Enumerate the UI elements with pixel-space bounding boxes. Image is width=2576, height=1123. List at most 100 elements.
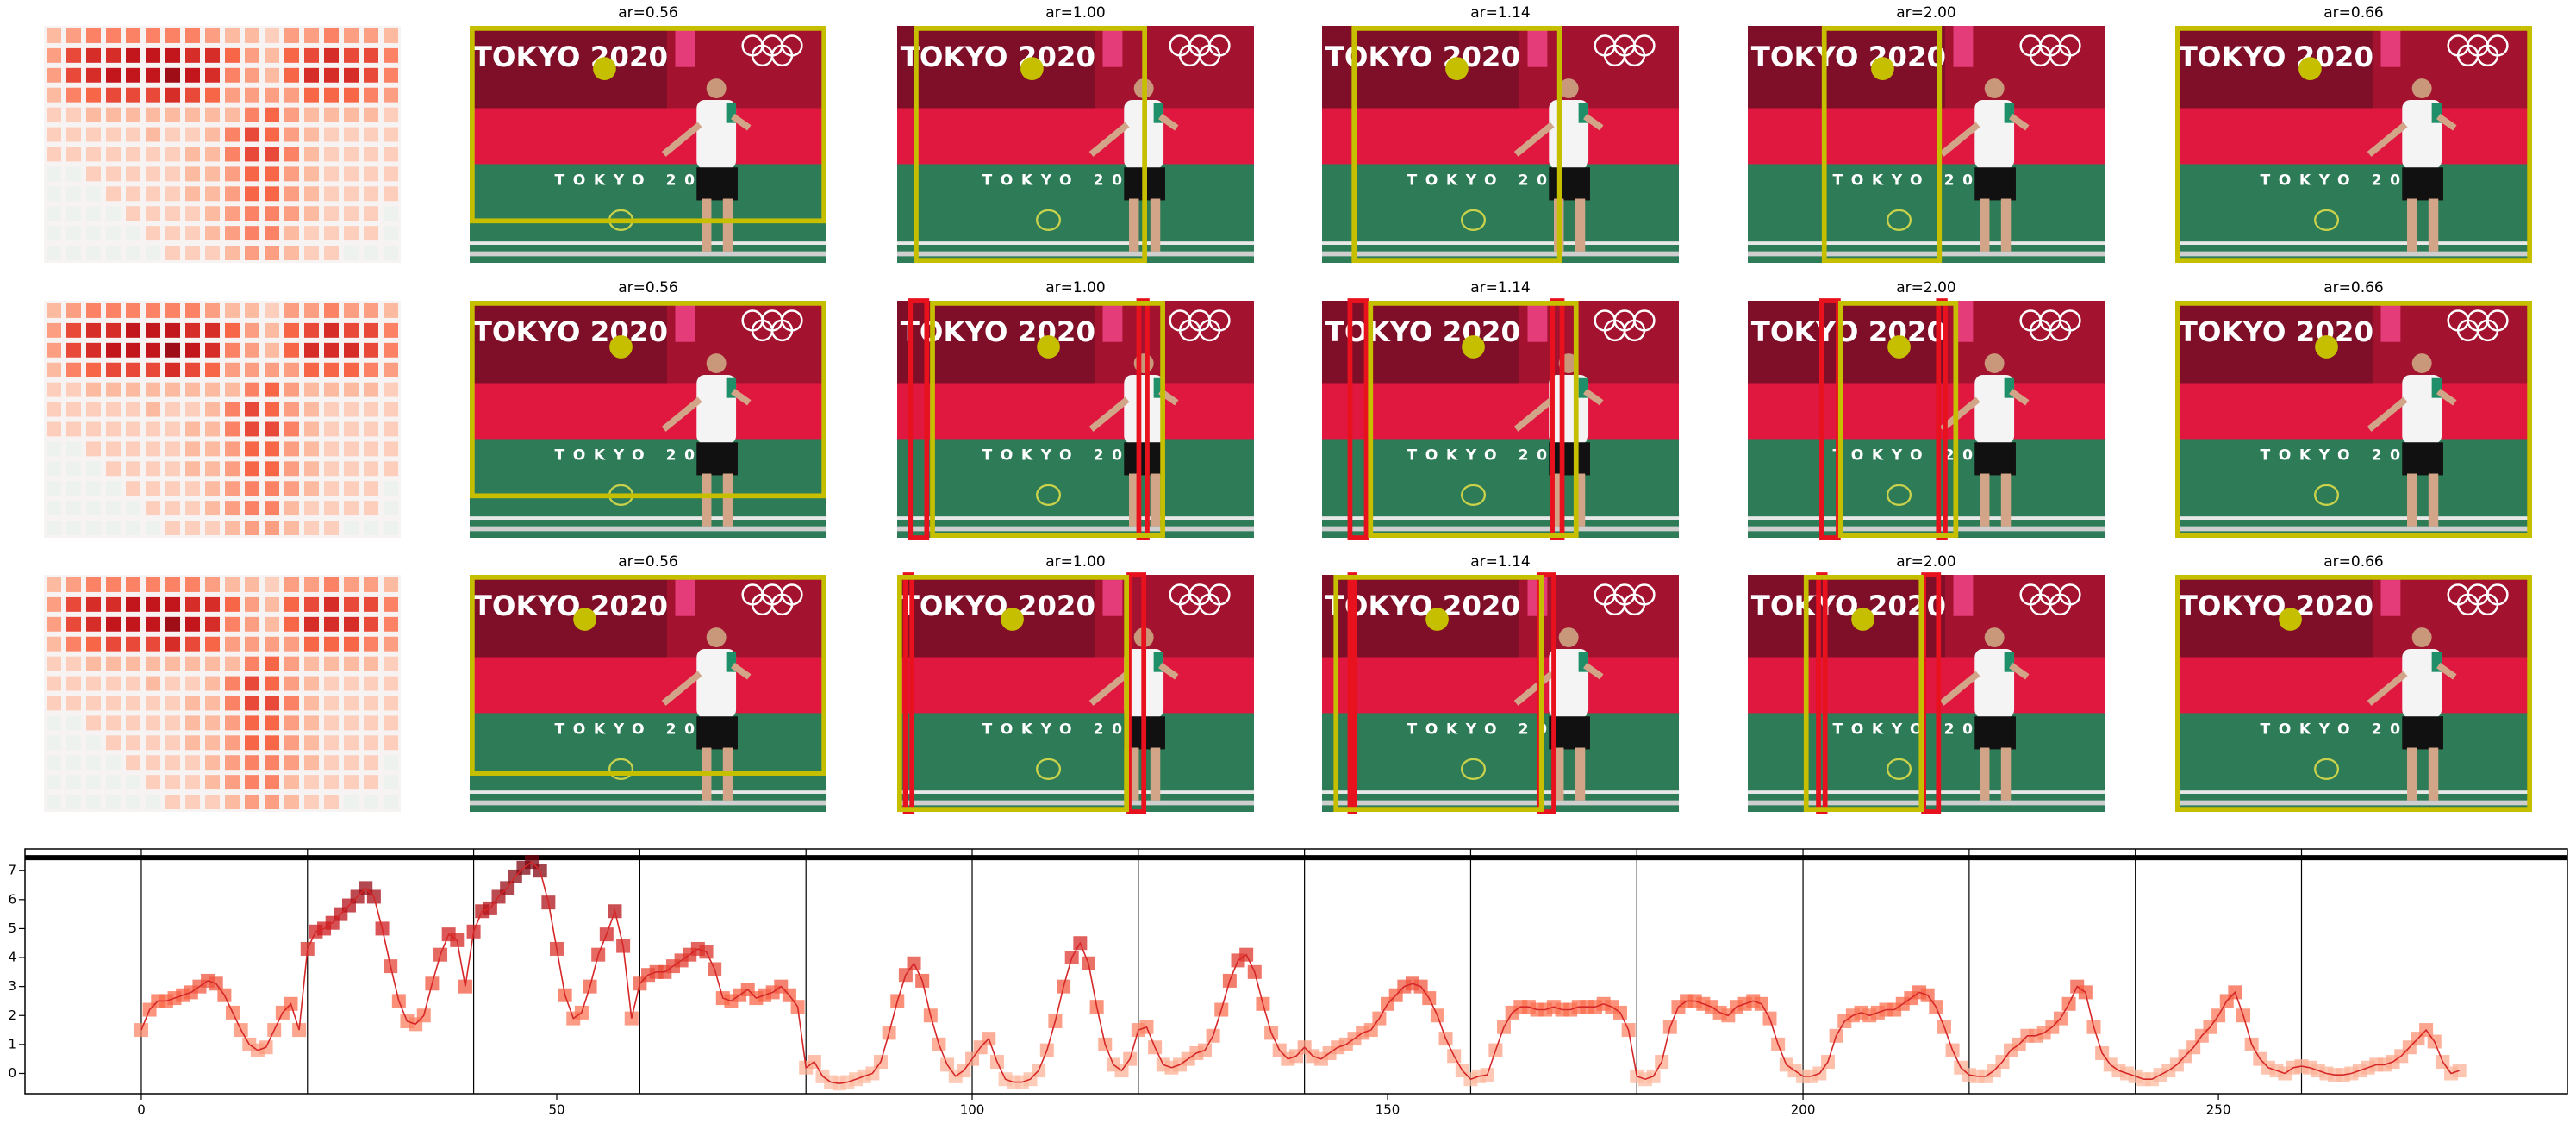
heatmap-cell (245, 342, 259, 358)
court-text: TOKYO 2020 (2261, 172, 2446, 190)
heatmap-cell (106, 303, 121, 318)
heatmap-cell (185, 596, 200, 612)
heatmap-cell (146, 147, 160, 162)
photo-wall-pink (1527, 26, 1548, 67)
heatmap-cell (47, 441, 61, 457)
heatmap-cell (106, 67, 121, 83)
heatmap-cell (86, 47, 101, 63)
heatmap-cell (284, 382, 299, 397)
heatmap-cell (225, 481, 240, 496)
heatmap-cell (384, 501, 398, 516)
yellow-box (1333, 575, 1544, 813)
heatmap-cell (324, 775, 339, 790)
player-shorts (696, 167, 738, 201)
heatmap-cell (245, 775, 259, 790)
heatmap-cell (66, 696, 81, 711)
heatmap-cell (384, 67, 398, 83)
heatmap-cell (66, 342, 81, 358)
heatmap-cell (165, 382, 180, 397)
player-arm (661, 396, 702, 432)
heatmap-cell (47, 127, 61, 142)
olympic-ring (770, 44, 794, 67)
photo: TOKYO 2020 TOKYO 2020 (1748, 298, 2105, 540)
photo: TOKYO 2020 TOKYO 2020 (470, 575, 827, 812)
photo-court (1322, 164, 1679, 263)
player-arm (2367, 122, 2408, 157)
heatmap-cell (225, 226, 240, 241)
heatmap-cell (165, 166, 180, 182)
heatmap-cell (47, 696, 61, 711)
heatmap-cell (344, 521, 359, 535)
heatmap-cell (126, 47, 140, 63)
heatmap-cell (384, 636, 398, 652)
olympic-ring (1623, 319, 1646, 342)
olympic-ring (770, 593, 794, 616)
banner-text: TOKYO 2020 (473, 315, 668, 348)
heatmap-cell (304, 28, 319, 43)
heatmap-cell (86, 461, 101, 477)
heatmap-cell (324, 735, 339, 751)
heatmap-cell (126, 166, 140, 182)
heatmap-cell (225, 246, 240, 260)
heatmap-cell (364, 481, 378, 496)
heatmap-cell (304, 461, 319, 477)
yellow-box (2175, 301, 2533, 539)
y-tick-label: 5 (8, 920, 16, 936)
heatmap-cell (66, 596, 81, 612)
heatmap-cell (384, 147, 398, 162)
panel-title: ar=1.14 (1470, 4, 1531, 22)
heatmap-cell (304, 676, 319, 691)
player-head (2411, 627, 2432, 648)
heatmap-cell (106, 715, 121, 731)
heatmap-cell (47, 421, 61, 437)
heatmap-cell (344, 775, 359, 790)
player-shirt-trim (2431, 103, 2442, 123)
heatmap-cell (126, 461, 140, 477)
heatmap-cell (205, 246, 220, 260)
heatmap-cell (47, 166, 61, 182)
heatmap-cell (66, 441, 81, 457)
heatmap-cell (47, 47, 61, 63)
heatmap-cell (66, 521, 81, 535)
heatmap-cell (265, 246, 279, 260)
photo-band (2175, 108, 2532, 170)
heatmap-cell (284, 795, 299, 809)
heatmap-cell (344, 616, 359, 632)
player-shirt-trim (2431, 652, 2442, 672)
heatmap-cell (364, 303, 378, 318)
player-shirt-trim (1153, 652, 1164, 672)
player-shorts (1974, 167, 2016, 201)
heatmap-cell (185, 735, 200, 751)
heatmap-cell (245, 656, 259, 671)
heatmap-cell (344, 696, 359, 711)
heatmap-cell (126, 795, 140, 809)
heatmap-cell (304, 421, 319, 437)
heatmap-cell (324, 616, 339, 632)
heatmap-cell (284, 127, 299, 142)
heatmap-cell (66, 755, 81, 771)
heatmap-cell (284, 186, 299, 202)
heatmap-cell (364, 246, 378, 260)
heatmap-cell (384, 186, 398, 202)
heatmap-cell (165, 676, 180, 691)
heatmap-cell (324, 481, 339, 496)
yellow-dot (1425, 608, 1449, 631)
player-shirt (1974, 648, 2015, 719)
player-leg (2407, 473, 2417, 527)
heatmap-cell (165, 461, 180, 477)
heatmap-cell (86, 166, 101, 182)
heatmap-cell (304, 226, 319, 241)
olympic-ring (1198, 593, 1221, 616)
player-shirt-trim (2431, 377, 2442, 398)
heatmap-cell (66, 636, 81, 652)
heatmap-cell (146, 303, 160, 318)
heatmap-cell (324, 676, 339, 691)
heatmap-cell (86, 87, 101, 103)
player-leg (2428, 473, 2439, 527)
heatmap (44, 575, 401, 812)
heatmap-cell (364, 28, 378, 43)
player-shirt-trim (1153, 103, 1164, 123)
heatmap-cell (146, 87, 160, 103)
heatmap-cell (66, 577, 81, 592)
heatmap-cell (284, 441, 299, 457)
